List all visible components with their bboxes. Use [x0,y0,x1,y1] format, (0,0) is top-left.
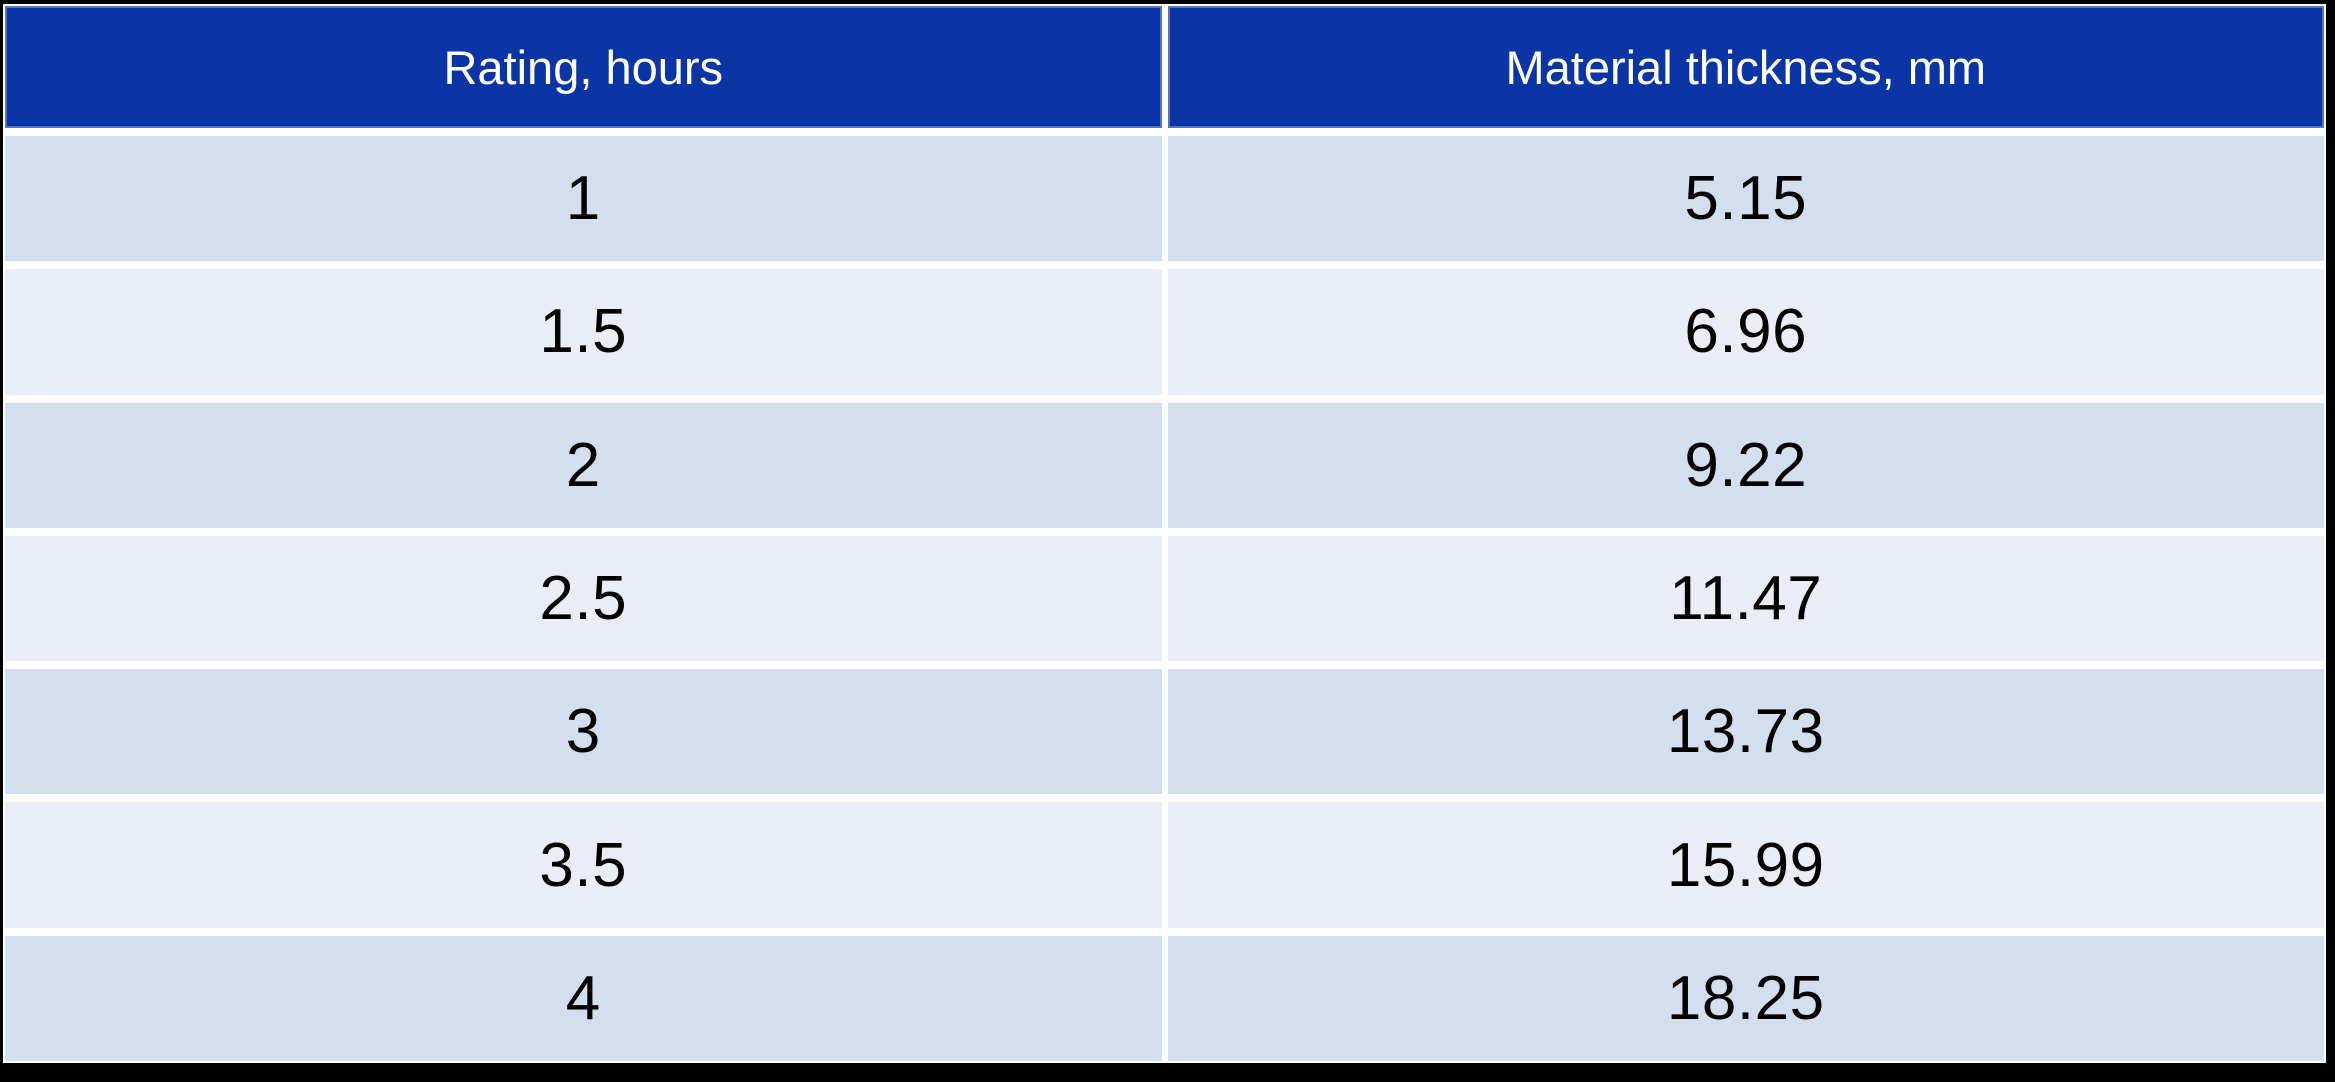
fire-rating-thickness-table: Rating, hours Material thickness, mm 1 5… [3,4,2326,1063]
cell-rating-row-6: 3.5 [5,802,1162,928]
cell-thickness-row-5: 13.73 [1167,669,2324,795]
cell-thickness-row-2: 6.96 [1167,269,2324,395]
cell-rating-row-2: 1.5 [5,269,1162,395]
cell-thickness-row-1: 5.15 [1167,136,2324,262]
cell-rating-row-3: 2 [5,402,1162,528]
cell-thickness-row-6: 15.99 [1167,802,2324,928]
cell-rating-row-4: 2.5 [5,535,1162,662]
cell-rating-row-1: 1 [5,136,1162,262]
cell-rating-row-5: 3 [5,669,1162,795]
column-header-rating-hours: Rating, hours [5,6,1162,128]
cell-rating-row-7: 4 [5,935,1162,1061]
cell-thickness-row-7: 18.25 [1167,935,2324,1061]
cell-thickness-row-4: 11.47 [1167,535,2324,662]
column-header-material-thickness: Material thickness, mm [1167,6,2324,128]
table-frame: Rating, hours Material thickness, mm 1 5… [3,4,2326,1063]
cell-thickness-row-3: 9.22 [1167,402,2324,528]
